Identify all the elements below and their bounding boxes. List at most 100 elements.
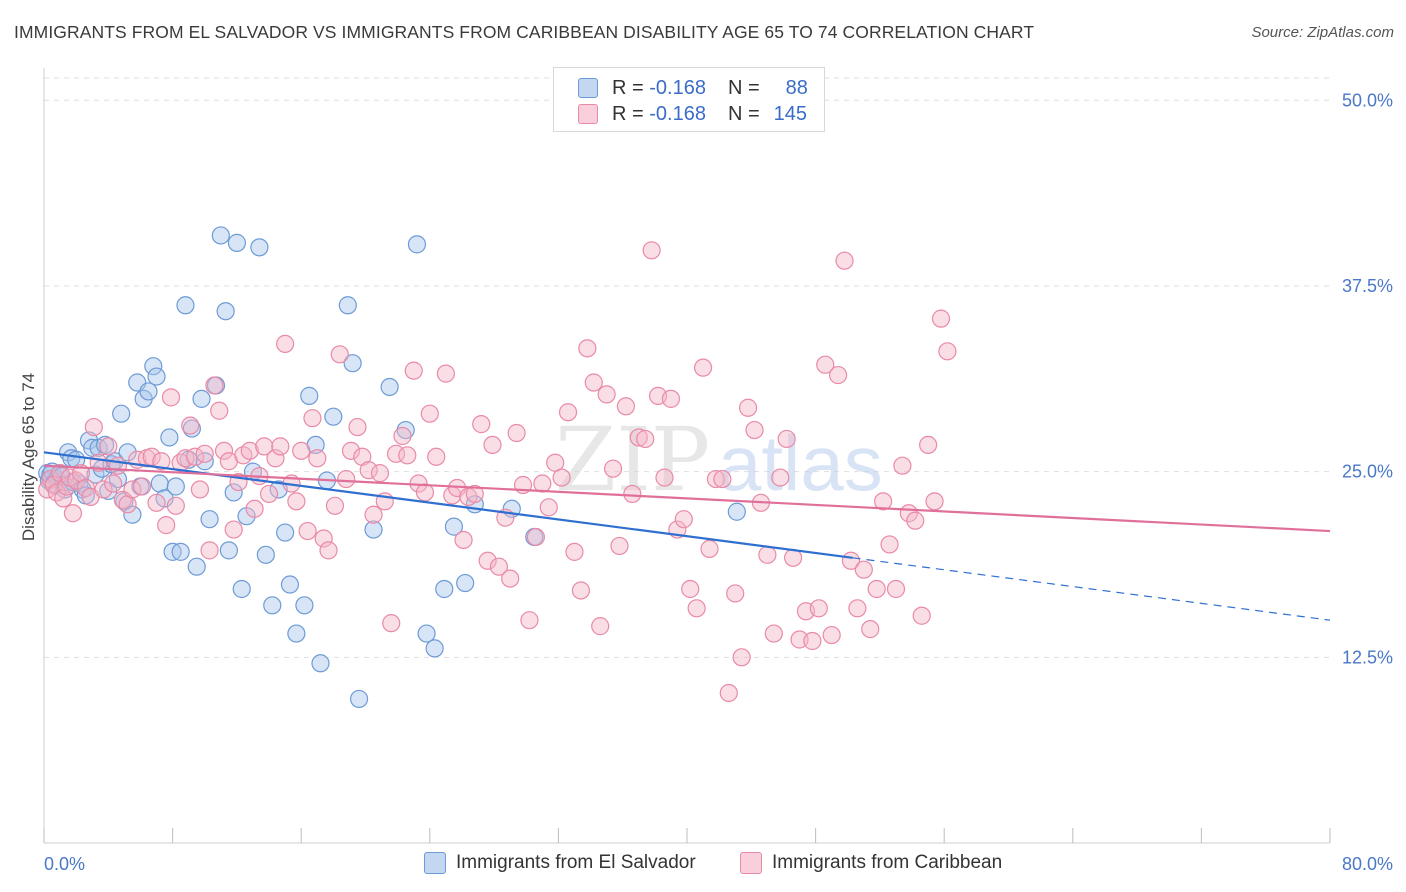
data-point: [104, 474, 123, 493]
data-point: [427, 447, 446, 466]
data-point: [276, 523, 295, 542]
data-point: [210, 401, 229, 420]
y-tick-label: 37.5%: [1342, 276, 1393, 296]
data-point: [314, 529, 333, 548]
data-point: [886, 579, 906, 599]
data-point: [483, 435, 502, 455]
data-point: [330, 345, 349, 364]
data-point: [642, 241, 661, 260]
data-point: [324, 407, 343, 426]
data-point: [809, 599, 828, 618]
data-point: [415, 483, 435, 502]
data-point: [271, 437, 290, 456]
legend-n-value: 145: [773, 102, 808, 125]
data-point: [854, 560, 873, 579]
data-point: [803, 631, 822, 651]
data-point: [407, 235, 427, 254]
data-point: [661, 389, 681, 408]
data-point: [303, 409, 322, 428]
data-point: [693, 358, 713, 377]
data-point: [216, 302, 235, 321]
data-point: [719, 683, 738, 703]
data-point: [287, 492, 306, 511]
data-point: [444, 517, 464, 536]
data-point: [610, 536, 629, 556]
data-point: [420, 404, 439, 423]
legend-row-el-salvador: R = -0.168 N = 88: [578, 76, 808, 100]
data-point: [578, 339, 597, 358]
legend-swatch-pink: [578, 104, 598, 124]
data-point: [298, 521, 317, 541]
data-point: [507, 423, 526, 443]
data-point: [205, 376, 224, 395]
data-point: [200, 510, 219, 529]
data-point: [835, 251, 854, 270]
data-point: [700, 539, 719, 558]
data-point: [539, 498, 558, 517]
data-point: [287, 624, 306, 643]
data-point: [906, 511, 925, 530]
data-point: [404, 361, 423, 380]
data-point: [489, 557, 509, 576]
data-point: [250, 238, 269, 257]
data-point: [591, 617, 610, 636]
data-point: [147, 493, 166, 512]
data-point: [166, 477, 185, 496]
data-point: [758, 545, 777, 564]
data-point: [224, 520, 243, 539]
data-point: [398, 446, 417, 465]
data-point: [348, 417, 367, 437]
data-point: [300, 386, 319, 405]
data-point: [931, 309, 951, 328]
data-point: [112, 404, 131, 423]
bottom-legend-label: Immigrants from El Salvador: [456, 852, 696, 873]
data-point: [867, 579, 886, 599]
legend-swatch-blue: [578, 78, 598, 98]
data-point: [370, 464, 390, 483]
data-point: [552, 468, 571, 487]
data-point: [417, 624, 436, 643]
data-point: [674, 510, 693, 529]
data-point: [195, 444, 214, 463]
legend-r-label: R =: [612, 102, 644, 125]
data-point: [425, 639, 444, 658]
data-point: [308, 449, 327, 468]
series-el-salvador-points: [38, 226, 746, 709]
data-point: [187, 557, 206, 576]
data-point: [123, 505, 142, 524]
trend-line-caribbean: [43, 464, 1331, 533]
data-point: [571, 581, 591, 600]
data-point: [393, 426, 412, 446]
data-point: [472, 415, 491, 434]
data-point: [94, 480, 113, 499]
trend-line-el-salvador-extrapolated: [852, 557, 1331, 621]
x-tick-label-max: 80.0%: [1342, 854, 1393, 874]
data-point: [139, 382, 158, 401]
data-point: [456, 573, 475, 593]
data-point: [533, 474, 552, 493]
data-point: [338, 296, 357, 315]
data-point: [636, 429, 655, 449]
data-point: [219, 541, 238, 560]
legend-r-value: -0.168: [649, 76, 706, 99]
data-point: [343, 354, 362, 373]
trend-line-el-salvador: [43, 451, 853, 559]
data-point: [435, 579, 454, 599]
data-point: [681, 579, 700, 599]
data-point: [263, 596, 282, 615]
data-point: [132, 477, 152, 496]
legend-n-label: N =: [727, 76, 760, 99]
data-point: [325, 496, 345, 515]
data-point: [227, 233, 246, 252]
legend-r-value: -0.168: [649, 102, 706, 125]
data-point: [295, 596, 314, 615]
watermark-text: atlas: [718, 419, 883, 507]
data-point: [454, 530, 473, 550]
data-point: [232, 579, 251, 599]
data-point: [726, 584, 745, 603]
data-point: [280, 575, 300, 594]
data-point: [171, 542, 190, 561]
data-point: [349, 689, 369, 709]
data-point: [465, 484, 484, 504]
data-point: [771, 468, 790, 487]
